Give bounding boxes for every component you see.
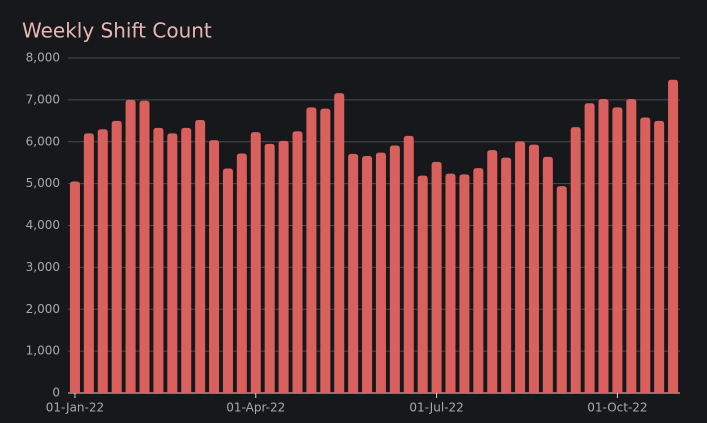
bar bbox=[264, 143, 275, 393]
bar bbox=[612, 107, 623, 393]
y-tick-label: 1,000 bbox=[26, 344, 60, 358]
bar bbox=[153, 127, 164, 394]
bar bbox=[139, 100, 150, 394]
y-tick-label: 3,000 bbox=[26, 260, 60, 274]
bar bbox=[598, 99, 609, 393]
bar bbox=[417, 175, 428, 393]
x-tick-label: 01-Apr-22 bbox=[226, 401, 285, 415]
bar bbox=[222, 168, 233, 393]
bar bbox=[181, 127, 192, 394]
bar bbox=[111, 120, 122, 393]
bar bbox=[626, 99, 637, 393]
bar bbox=[515, 141, 526, 393]
bar bbox=[445, 173, 456, 393]
bar bbox=[167, 133, 178, 393]
bar bbox=[278, 140, 289, 393]
y-tick-label: 8,000 bbox=[26, 51, 60, 65]
bar bbox=[654, 120, 665, 393]
bar bbox=[640, 117, 651, 394]
y-tick-label: 6,000 bbox=[26, 134, 60, 148]
y-tick-label: 2,000 bbox=[26, 302, 60, 316]
bar bbox=[473, 168, 484, 393]
x-tick-label: 01-Jul-22 bbox=[409, 401, 463, 415]
bar bbox=[320, 108, 331, 393]
bar bbox=[362, 155, 373, 393]
bar bbox=[292, 131, 303, 393]
bar bbox=[556, 186, 567, 393]
y-tick-label: 5,000 bbox=[26, 176, 60, 190]
bar bbox=[195, 119, 206, 393]
y-tick-label: 0 bbox=[52, 386, 60, 400]
bar bbox=[431, 161, 442, 393]
y-tick-label: 4,000 bbox=[26, 218, 60, 232]
chart-title: Weekly Shift Count bbox=[22, 19, 212, 43]
y-tick-label: 7,000 bbox=[26, 92, 60, 106]
bar bbox=[375, 152, 386, 393]
bar bbox=[542, 156, 553, 393]
x-tick-label: 01-Jan-22 bbox=[46, 401, 104, 415]
bar bbox=[403, 135, 414, 393]
bar bbox=[668, 79, 679, 394]
bar bbox=[389, 145, 400, 393]
bar bbox=[83, 133, 94, 393]
bar bbox=[334, 93, 345, 394]
x-tick-label: 01-Oct-22 bbox=[587, 401, 647, 415]
bar bbox=[584, 103, 595, 393]
bar bbox=[97, 129, 108, 393]
bar bbox=[250, 132, 261, 393]
bar bbox=[306, 107, 317, 393]
bar bbox=[125, 99, 136, 393]
bar bbox=[69, 181, 80, 393]
bar bbox=[501, 157, 512, 393]
bar bbox=[348, 153, 359, 393]
bar bbox=[487, 150, 498, 393]
bar bbox=[528, 144, 539, 393]
bar bbox=[459, 174, 470, 393]
bar bbox=[236, 153, 247, 393]
bar bbox=[209, 140, 220, 393]
bar bbox=[570, 127, 581, 393]
